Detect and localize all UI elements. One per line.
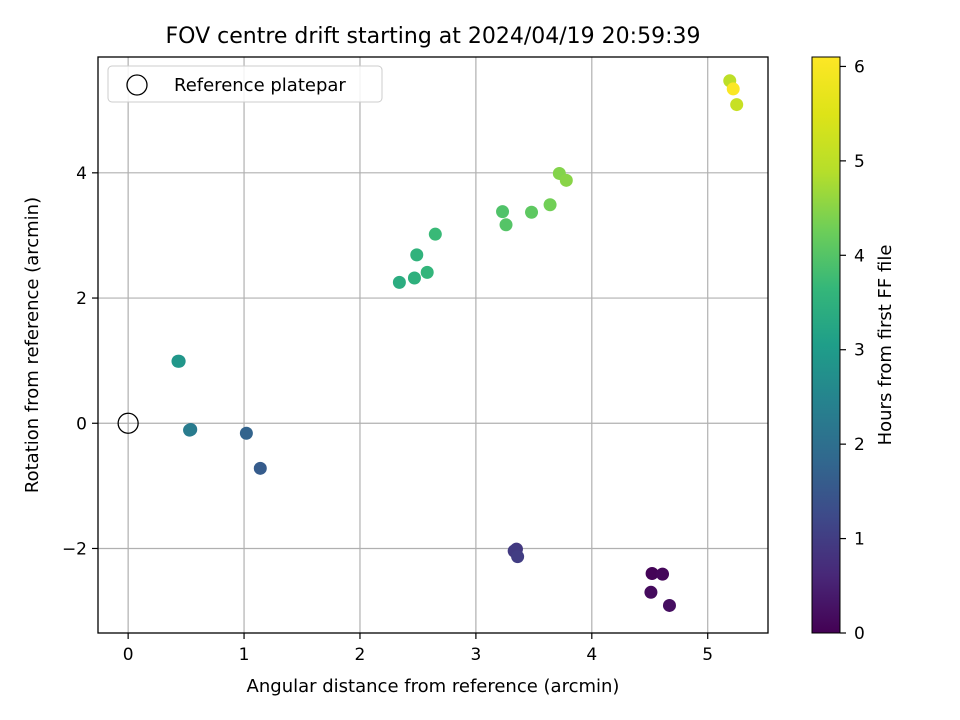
data-point bbox=[499, 218, 513, 232]
reference-platepar-point bbox=[117, 412, 139, 434]
data-point bbox=[644, 585, 658, 599]
data-point bbox=[239, 426, 253, 440]
legend-reference-marker bbox=[126, 74, 148, 96]
data-point bbox=[496, 205, 510, 219]
data-point bbox=[543, 198, 557, 212]
x-tick-label: 3 bbox=[470, 645, 481, 665]
data-point bbox=[656, 567, 670, 581]
grid-lines bbox=[98, 57, 768, 633]
y-tick-label: 2 bbox=[76, 289, 87, 309]
y-axis-ticks: −2 0 2 4 bbox=[62, 164, 98, 559]
colorbar-tick-label: 3 bbox=[854, 341, 865, 361]
chart-title: FOV centre drift starting at 2024/04/19 … bbox=[166, 24, 701, 49]
x-tick-label: 0 bbox=[123, 645, 134, 665]
x-tick-label: 1 bbox=[239, 645, 250, 665]
data-point bbox=[559, 173, 573, 187]
reference-marker bbox=[117, 412, 139, 434]
data-point bbox=[525, 205, 539, 219]
x-tick-label: 5 bbox=[702, 645, 713, 665]
plot-frame bbox=[97, 56, 769, 634]
legend: Reference platepar bbox=[107, 65, 383, 103]
legend-entry-reference: Reference platepar bbox=[174, 75, 346, 96]
x-axis-label: Angular distance from reference (arcmin) bbox=[247, 676, 620, 697]
data-point bbox=[171, 354, 185, 368]
colorbar-tick-label: 1 bbox=[854, 530, 865, 550]
data-point bbox=[428, 227, 442, 241]
colorbar-tick-label: 4 bbox=[854, 246, 865, 266]
legend-box bbox=[107, 65, 383, 103]
data-point bbox=[407, 271, 421, 285]
data-point bbox=[392, 275, 406, 289]
colorbar-ticks: 0 1 2 3 4 5 6 bbox=[840, 57, 865, 644]
data-point bbox=[726, 82, 740, 96]
y-tick-label: 4 bbox=[76, 164, 87, 184]
data-point bbox=[645, 567, 659, 581]
data-point bbox=[410, 248, 424, 262]
y-axis-label: Rotation from reference (arcmin) bbox=[22, 197, 43, 493]
x-axis-ticks: 0 1 2 3 4 5 bbox=[123, 633, 713, 665]
colorbar-tick-label: 5 bbox=[854, 152, 865, 172]
colorbar-tick-label: 2 bbox=[854, 435, 865, 455]
data-point bbox=[511, 550, 525, 564]
x-tick-label: 2 bbox=[355, 645, 366, 665]
x-tick-label: 4 bbox=[586, 645, 597, 665]
colorbar bbox=[811, 56, 841, 634]
colorbar-label: Hours from first FF file bbox=[875, 245, 896, 446]
colorbar-tick-label: 0 bbox=[854, 624, 865, 644]
data-point bbox=[662, 598, 676, 612]
data-point bbox=[253, 461, 267, 475]
y-tick-label: 0 bbox=[76, 414, 87, 434]
data-point bbox=[730, 98, 744, 112]
data-point bbox=[420, 265, 434, 279]
colorbar-tick-label: 6 bbox=[854, 57, 865, 77]
y-tick-label: −2 bbox=[62, 539, 87, 559]
data-points bbox=[171, 74, 744, 612]
data-point bbox=[183, 423, 197, 437]
